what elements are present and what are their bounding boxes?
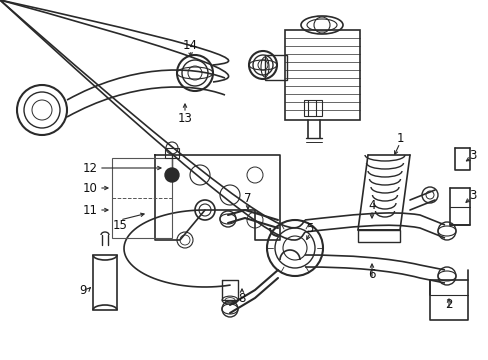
Text: 3: 3	[468, 189, 476, 202]
Text: 3: 3	[468, 149, 476, 162]
Text: 9: 9	[79, 284, 86, 297]
Text: 7: 7	[244, 192, 251, 204]
Text: 2: 2	[445, 298, 452, 311]
Bar	[357, 230, 399, 242]
Bar	[304, 100, 321, 116]
Text: 5: 5	[305, 221, 313, 234]
Circle shape	[164, 168, 179, 182]
Bar	[285, 30, 359, 120]
Bar	[93, 255, 117, 310]
Text: 14: 14	[182, 39, 197, 51]
Text: 10: 10	[83, 181, 98, 194]
Text: 1: 1	[395, 131, 403, 144]
Text: 4: 4	[367, 198, 375, 212]
Text: 15: 15	[112, 219, 127, 231]
Text: 12: 12	[83, 162, 98, 175]
Bar	[264, 55, 286, 80]
Text: 6: 6	[367, 269, 375, 282]
Bar	[164, 148, 179, 158]
Text: 13: 13	[177, 112, 192, 125]
Text: 8: 8	[238, 292, 245, 305]
Text: 11: 11	[83, 203, 98, 216]
Bar	[112, 158, 172, 238]
